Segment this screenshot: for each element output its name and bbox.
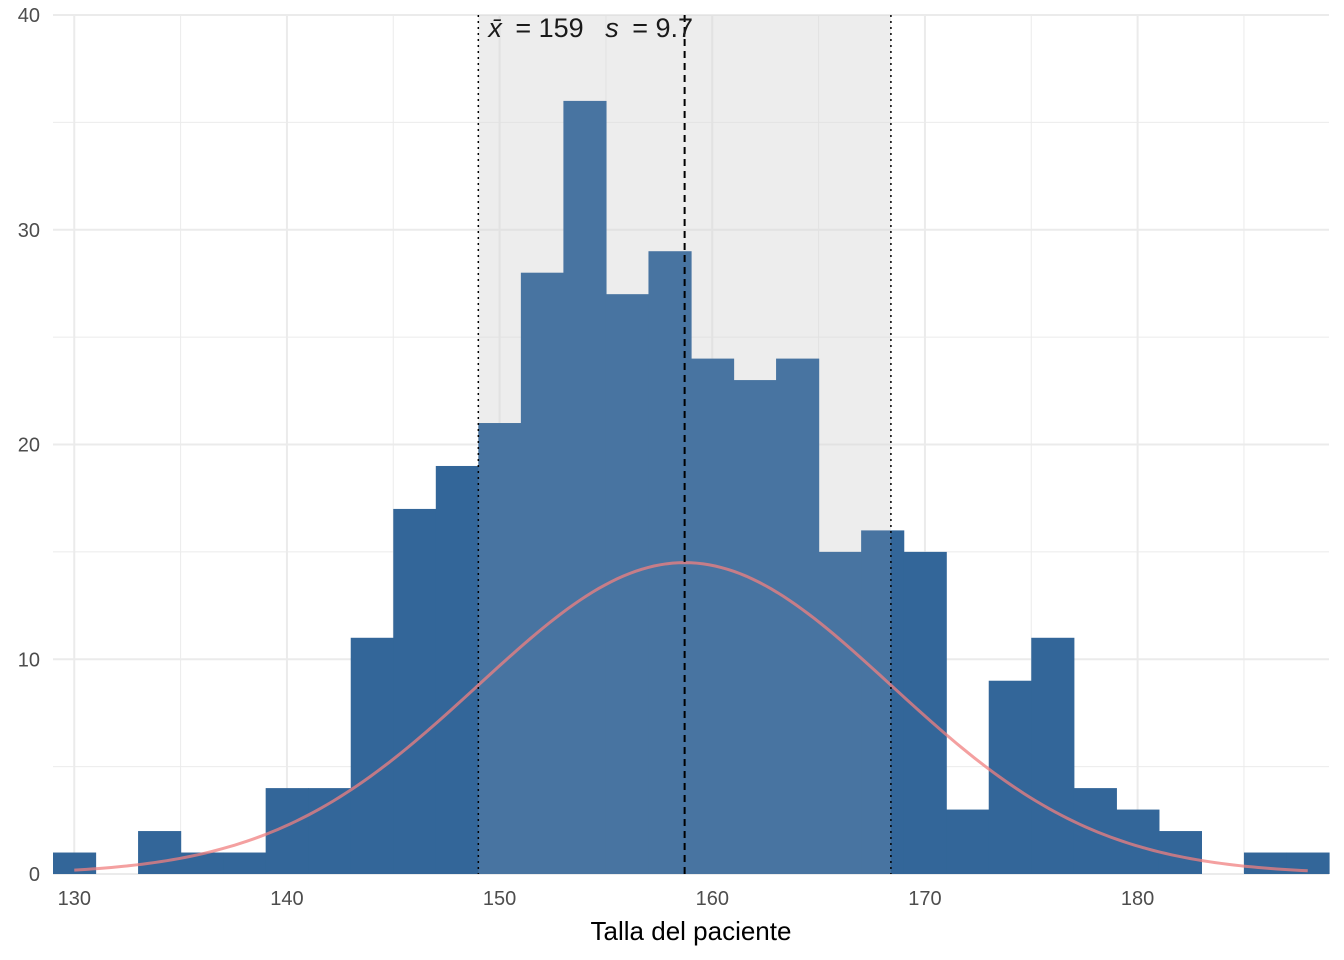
histogram-bar bbox=[520, 272, 564, 874]
x-tick-label: 180 bbox=[1121, 888, 1154, 910]
histogram-bar bbox=[1286, 852, 1330, 874]
histogram-bar bbox=[818, 551, 862, 874]
x-tick-label: 160 bbox=[696, 888, 729, 910]
x-axis-title: Talla del paciente bbox=[591, 916, 792, 946]
histogram-bar bbox=[350, 637, 394, 874]
y-tick-label: 30 bbox=[18, 220, 40, 242]
histogram-bar bbox=[478, 423, 522, 874]
sd-value: = 9.7 bbox=[632, 13, 693, 43]
histogram-bar bbox=[138, 831, 182, 874]
mean-symbol: x̄ bbox=[486, 13, 503, 43]
y-tick-label: 10 bbox=[18, 649, 40, 671]
histogram-bar bbox=[223, 852, 267, 874]
y-tick-label: 20 bbox=[18, 435, 40, 457]
histogram-bar bbox=[605, 294, 650, 874]
x-tick-label: 150 bbox=[483, 888, 516, 910]
histogram-bar bbox=[563, 100, 607, 874]
normal-curve-layer bbox=[74, 15, 1308, 874]
x-tick-label: 140 bbox=[270, 888, 303, 910]
histogram-bar bbox=[988, 680, 1032, 874]
mean-sd-annotation: x̄ = 159 s = 9.7 bbox=[486, 13, 693, 43]
histogram-bar bbox=[435, 465, 479, 874]
histogram-bar bbox=[393, 508, 437, 874]
histogram-bar bbox=[946, 809, 990, 874]
axis-tick-labels: 130 140 150 160 170 180 0 10 20 30 40 bbox=[18, 5, 1155, 910]
histogram-bar bbox=[180, 852, 224, 874]
reference-lines bbox=[477, 15, 892, 874]
x-tick-label: 130 bbox=[58, 888, 91, 910]
histogram-bar bbox=[861, 530, 905, 874]
histogram-bar bbox=[733, 380, 777, 874]
sd-symbol: s bbox=[605, 13, 619, 43]
sd-band-overlay bbox=[478, 15, 891, 874]
histogram-bar bbox=[691, 358, 735, 875]
y-tick-label: 40 bbox=[18, 5, 40, 27]
histogram-bars bbox=[53, 100, 1330, 875]
x-tick-label: 170 bbox=[908, 888, 941, 910]
histogram-bar bbox=[1031, 637, 1075, 874]
mean-value: = 159 bbox=[515, 13, 583, 43]
histogram-bar bbox=[1243, 852, 1288, 874]
y-tick-label: 0 bbox=[29, 864, 40, 886]
histogram-bar bbox=[308, 788, 352, 874]
histogram-bar bbox=[903, 551, 947, 874]
normal-curve bbox=[74, 561, 1308, 873]
